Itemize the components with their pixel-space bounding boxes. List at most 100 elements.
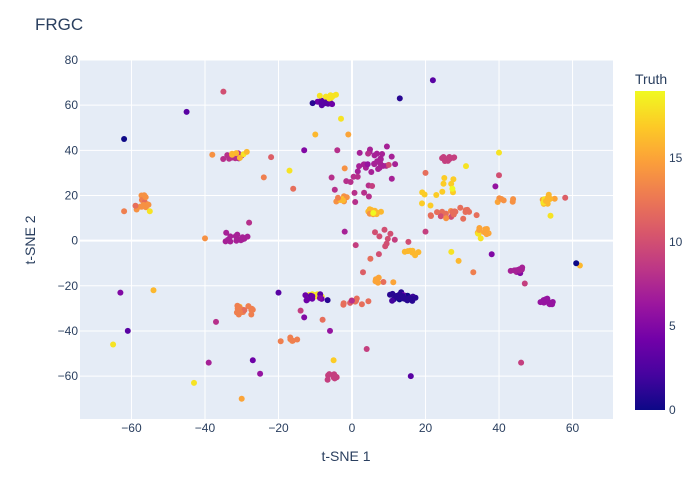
- scatter-point: [407, 373, 414, 380]
- scatter-point: [450, 211, 457, 218]
- scatter-point: [460, 215, 467, 222]
- scatter-point: [380, 279, 387, 285]
- scatter-point: [422, 228, 429, 235]
- x-tick-label: −20: [268, 421, 289, 435]
- colorbar-tick-label: 15: [669, 151, 683, 165]
- scatter-point: [443, 215, 450, 222]
- scatter-point: [183, 108, 190, 115]
- colorbar-ticks: 0 5 10 15: [669, 151, 683, 417]
- scatter-point: [449, 185, 456, 192]
- x-tick-label: 60: [566, 421, 580, 435]
- scatter-point: [244, 233, 251, 240]
- scatter-point: [421, 191, 428, 198]
- scatter-point: [316, 295, 323, 301]
- scatter-point: [377, 156, 384, 163]
- scatter-point: [549, 301, 556, 308]
- x-axis-ticks: −60 −40 −20 0 20 40 60: [121, 421, 579, 435]
- y-axis-title: t-SNE 2: [22, 215, 38, 264]
- scatter-point: [350, 173, 357, 180]
- scatter-point: [369, 183, 376, 189]
- x-tick-label: 0: [349, 421, 356, 435]
- scatter-point: [351, 189, 358, 196]
- scatter-point: [341, 228, 348, 235]
- scatter-point: [326, 371, 333, 378]
- scatter-point: [375, 251, 382, 258]
- scatter-point: [457, 204, 464, 211]
- scatter-point: [521, 280, 528, 287]
- scatter-point: [124, 327, 131, 334]
- colorbar: [635, 91, 665, 410]
- scatter-point: [328, 94, 335, 101]
- scatter-point: [415, 249, 422, 256]
- scatter-point: [388, 175, 395, 182]
- scatter-point: [237, 309, 243, 315]
- scatter-points: [110, 77, 583, 402]
- scatter-point: [277, 338, 284, 345]
- y-tick-label: 20: [65, 188, 79, 202]
- scatter-point: [488, 251, 495, 258]
- scatter-point: [209, 151, 216, 158]
- x-tick-label: −40: [195, 421, 216, 435]
- scatter-point: [304, 296, 311, 303]
- scatter-point: [205, 359, 212, 366]
- scatter-point: [396, 291, 403, 298]
- scatter-point: [141, 192, 148, 199]
- scatter-point: [403, 296, 410, 303]
- x-tick-label: −60: [121, 421, 142, 435]
- scatter-point: [331, 186, 338, 193]
- scatter-point: [562, 194, 569, 201]
- scatter-point: [354, 168, 361, 175]
- scatter-point: [496, 172, 502, 179]
- scatter-point: [427, 202, 434, 209]
- scatter-point: [260, 174, 267, 181]
- scatter-point: [439, 208, 446, 215]
- scatter-point: [473, 212, 480, 219]
- scatter-point: [385, 161, 392, 168]
- scatter-point: [301, 314, 308, 321]
- y-tick-label: 80: [65, 53, 79, 67]
- scatter-point: [433, 192, 440, 198]
- scatter-point: [331, 372, 338, 379]
- y-tick-label: −20: [58, 279, 79, 293]
- chart-title: FRGC: [35, 15, 83, 34]
- scatter-point: [396, 95, 403, 102]
- x-axis-title: t-SNE 1: [321, 448, 370, 464]
- scatter-point: [483, 226, 490, 232]
- scatter-point: [441, 175, 448, 181]
- scatter-point: [573, 260, 580, 267]
- scatter-point: [248, 311, 255, 318]
- scatter-point: [409, 248, 416, 255]
- scatter-point: [138, 203, 145, 210]
- colorbar-title: Truth: [635, 71, 667, 87]
- scatter-point: [117, 289, 124, 296]
- scatter-point: [383, 240, 390, 247]
- scatter-point: [365, 298, 372, 305]
- scatter-point: [338, 115, 344, 122]
- scatter-point: [463, 163, 469, 170]
- scatter-point: [422, 169, 429, 176]
- scatter-point: [363, 346, 370, 352]
- scatter-point: [121, 208, 128, 215]
- scatter-point: [389, 297, 396, 304]
- scatter-point: [450, 176, 457, 183]
- scatter-point: [379, 151, 386, 157]
- scatter-point: [318, 100, 325, 107]
- scatter-point: [496, 149, 502, 156]
- colorbar-tick-label: 5: [669, 319, 676, 333]
- scatter-point: [439, 188, 446, 195]
- scatter-point: [340, 301, 347, 308]
- scatter-point: [233, 237, 240, 244]
- scatter-point: [361, 189, 368, 196]
- scatter-point: [381, 226, 388, 233]
- scatter-point: [150, 287, 157, 294]
- scatter-point: [236, 154, 243, 161]
- scatter-point: [360, 269, 366, 276]
- scatter-point: [498, 196, 505, 202]
- scatter-point: [348, 297, 355, 304]
- scatter-point: [437, 213, 444, 220]
- scatter-point: [518, 359, 525, 366]
- y-tick-label: −60: [58, 369, 79, 383]
- scatter-point: [309, 100, 316, 107]
- scatter-point: [334, 147, 341, 154]
- scatter-point: [428, 213, 434, 219]
